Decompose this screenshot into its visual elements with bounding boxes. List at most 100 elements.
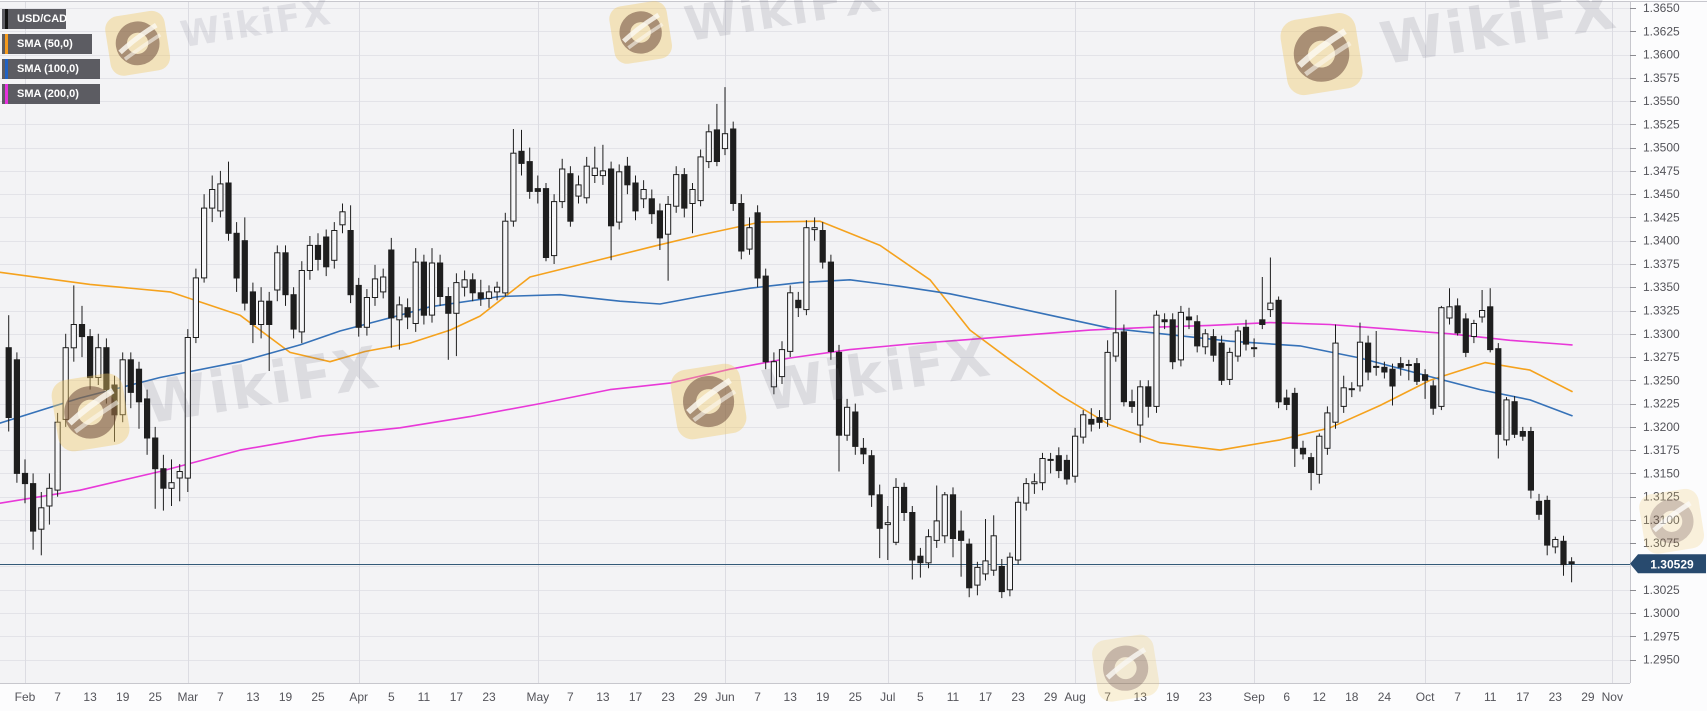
svg-text:7: 7	[1454, 690, 1461, 704]
svg-text:Mar: Mar	[177, 690, 198, 704]
svg-text:7: 7	[54, 690, 61, 704]
svg-text:25: 25	[311, 690, 325, 704]
svg-text:23: 23	[482, 690, 496, 704]
svg-text:23: 23	[1011, 690, 1025, 704]
svg-text:19: 19	[1166, 690, 1180, 704]
h-gridlines	[0, 8, 1630, 661]
svg-text:19: 19	[279, 690, 293, 704]
v-gridlines	[25, 2, 1613, 683]
svg-text:11: 11	[947, 690, 960, 704]
last-price-badge: 1.30529	[1630, 554, 1706, 574]
svg-text:17: 17	[450, 690, 464, 704]
svg-text:Aug: Aug	[1064, 690, 1085, 704]
svg-text:1.3075: 1.3075	[1643, 536, 1680, 550]
svg-text:1.3375: 1.3375	[1643, 257, 1680, 271]
svg-text:1.3150: 1.3150	[1643, 466, 1680, 480]
svg-text:1.3550: 1.3550	[1643, 94, 1680, 108]
svg-text:May: May	[526, 690, 549, 704]
svg-text:7: 7	[754, 690, 761, 704]
sma200-stripe	[5, 84, 8, 104]
svg-text:17: 17	[629, 690, 643, 704]
svg-text:1.3625: 1.3625	[1643, 24, 1680, 38]
svg-text:17: 17	[1516, 690, 1530, 704]
svg-text:24: 24	[1378, 690, 1392, 704]
svg-text:29: 29	[1044, 690, 1058, 704]
svg-text:1.3025: 1.3025	[1643, 583, 1680, 597]
svg-text:7: 7	[1104, 690, 1111, 704]
svg-text:1.30529: 1.30529	[1650, 557, 1694, 571]
svg-text:1.3400: 1.3400	[1643, 234, 1680, 248]
svg-text:1.3350: 1.3350	[1643, 280, 1680, 294]
sma100-stripe	[5, 59, 8, 79]
svg-text:1.3500: 1.3500	[1643, 141, 1680, 155]
svg-text:12: 12	[1313, 690, 1327, 704]
svg-text:1.3325: 1.3325	[1643, 304, 1680, 318]
svg-text:Oct: Oct	[1416, 690, 1435, 704]
svg-text:7: 7	[567, 690, 574, 704]
svg-text:11: 11	[1484, 690, 1497, 704]
svg-text:1.3600: 1.3600	[1643, 48, 1680, 62]
svg-text:1.3450: 1.3450	[1643, 187, 1680, 201]
svg-text:1.3575: 1.3575	[1643, 71, 1680, 85]
svg-text:1.3000: 1.3000	[1643, 606, 1680, 620]
svg-text:17: 17	[979, 690, 993, 704]
indicator-badge-sma50[interactable]: SMA (50,0)	[2, 34, 92, 54]
sma-line-2	[0, 321, 1573, 505]
sma100-label: SMA (100,0)	[17, 63, 79, 75]
svg-text:23: 23	[661, 690, 675, 704]
sma200-label: SMA (200,0)	[17, 88, 79, 100]
symbol-badge[interactable]: USD/CAD	[2, 9, 68, 29]
svg-text:23: 23	[1549, 690, 1563, 704]
indicator-badge-sma100[interactable]: SMA (100,0)	[2, 59, 100, 79]
svg-text:Nov: Nov	[1602, 690, 1623, 704]
svg-text:1.3475: 1.3475	[1643, 164, 1680, 178]
svg-text:13: 13	[596, 690, 610, 704]
svg-text:1.3650: 1.3650	[1643, 1, 1680, 15]
svg-text:23: 23	[1199, 690, 1213, 704]
svg-text:Jun: Jun	[715, 690, 734, 704]
plot-border	[0, 1, 1707, 684]
svg-text:13: 13	[1134, 690, 1148, 704]
svg-text:1.3300: 1.3300	[1643, 327, 1680, 341]
svg-text:7: 7	[217, 690, 224, 704]
sma50-stripe	[5, 34, 8, 54]
svg-text:Apr: Apr	[349, 690, 368, 704]
svg-text:1.3225: 1.3225	[1643, 397, 1680, 411]
svg-text:1.3125: 1.3125	[1643, 490, 1680, 504]
svg-text:29: 29	[694, 690, 708, 704]
y-axis-labels: 1.3650 1.3625 1.3600 1.3575 1.3550 1.3525 1.35…	[1630, 1, 1680, 667]
symbol-label: USD/CAD	[17, 13, 68, 25]
svg-text:Jul: Jul	[880, 690, 895, 704]
indicator-badge-sma200[interactable]: SMA (200,0)	[2, 84, 100, 104]
svg-text:1.3250: 1.3250	[1643, 373, 1680, 387]
svg-text:11: 11	[418, 690, 431, 704]
svg-text:6: 6	[1283, 690, 1290, 704]
legend: USD/CAD SMA (50,0) SMA (100,0) SMA (200,…	[2, 9, 100, 109]
svg-text:19: 19	[816, 690, 830, 704]
svg-text:1.3275: 1.3275	[1643, 350, 1680, 364]
sma50-label: SMA (50,0)	[17, 38, 73, 50]
svg-text:29: 29	[1581, 690, 1595, 704]
svg-text:Feb: Feb	[15, 690, 36, 704]
svg-text:1.3100: 1.3100	[1643, 513, 1680, 527]
candles	[5, 87, 1575, 599]
svg-text:1.2975: 1.2975	[1643, 629, 1680, 643]
svg-text:5: 5	[388, 690, 395, 704]
svg-text:13: 13	[784, 690, 798, 704]
svg-text:18: 18	[1345, 690, 1359, 704]
svg-text:19: 19	[116, 690, 130, 704]
sma-line-1	[0, 278, 1573, 424]
svg-text:1.2950: 1.2950	[1643, 653, 1680, 667]
symbol-stripe	[5, 9, 8, 29]
svg-text:Sep: Sep	[1243, 690, 1265, 704]
svg-text:25: 25	[849, 690, 863, 704]
x-axis-labels: Feb 7 13 19 25 Mar 7 13 19 25 Apr 5 11 17 23 May 7 13 17 23…	[15, 690, 1623, 704]
svg-text:5: 5	[917, 690, 924, 704]
svg-text:1.3175: 1.3175	[1643, 443, 1680, 457]
svg-text:13: 13	[246, 690, 260, 704]
svg-text:1.3525: 1.3525	[1643, 117, 1680, 131]
svg-text:25: 25	[149, 690, 163, 704]
svg-text:13: 13	[83, 690, 97, 704]
